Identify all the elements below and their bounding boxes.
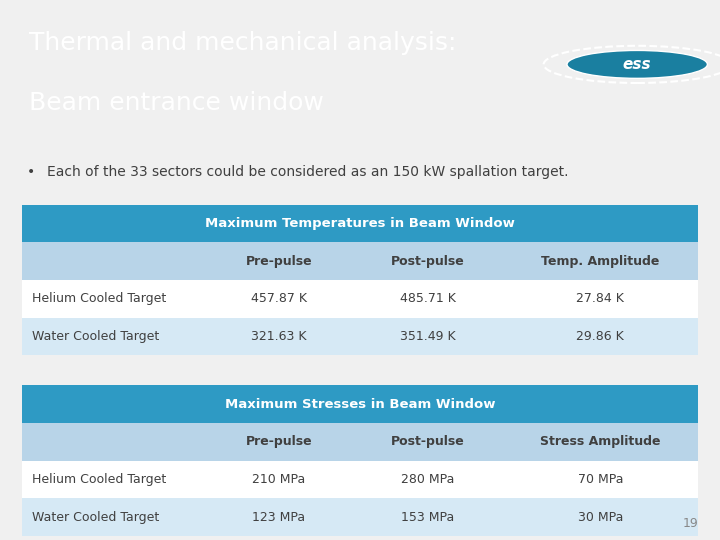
Text: 29.86 K: 29.86 K [577, 330, 624, 343]
Text: 19: 19 [683, 517, 698, 530]
Text: 321.63 K: 321.63 K [251, 330, 307, 343]
Text: Maximum Temperatures in Beam Window: Maximum Temperatures in Beam Window [205, 217, 515, 230]
Text: 27.84 K: 27.84 K [576, 292, 624, 306]
Text: 210 MPa: 210 MPa [252, 473, 305, 486]
Text: Pre-pulse: Pre-pulse [246, 255, 312, 268]
Bar [22, 242, 698, 280]
Text: Pre-pulse: Pre-pulse [246, 435, 312, 448]
Text: ess: ess [623, 57, 652, 72]
Text: Post-pulse: Post-pulse [391, 255, 464, 268]
Bar [22, 385, 698, 423]
Bar [22, 280, 698, 318]
Text: Each of the 33 sectors could be considered as an 150 kW spallation target.: Each of the 33 sectors could be consider… [47, 165, 568, 179]
Circle shape [567, 50, 708, 78]
Text: Thermal and mechanical analysis:: Thermal and mechanical analysis: [29, 31, 456, 55]
Text: 351.49 K: 351.49 K [400, 330, 456, 343]
Bar [22, 498, 698, 536]
Text: 123 MPa: 123 MPa [252, 511, 305, 524]
Text: Helium Cooled Target: Helium Cooled Target [32, 292, 166, 306]
Text: Post-pulse: Post-pulse [391, 435, 464, 448]
Bar [22, 423, 698, 461]
Bar [22, 461, 698, 498]
Text: •: • [27, 165, 35, 179]
Text: 70 MPa: 70 MPa [577, 473, 623, 486]
Text: Stress Amplitude: Stress Amplitude [540, 435, 660, 448]
Text: 485.71 K: 485.71 K [400, 292, 456, 306]
Text: Helium Cooled Target: Helium Cooled Target [32, 473, 166, 486]
Text: 153 MPa: 153 MPa [401, 511, 454, 524]
Text: 30 MPa: 30 MPa [577, 511, 623, 524]
Text: Beam entrance window: Beam entrance window [29, 91, 324, 115]
Text: 280 MPa: 280 MPa [401, 473, 454, 486]
Text: Water Cooled Target: Water Cooled Target [32, 330, 160, 343]
Bar [22, 205, 698, 242]
Text: 457.87 K: 457.87 K [251, 292, 307, 306]
Text: Temp. Amplitude: Temp. Amplitude [541, 255, 660, 268]
Bar [22, 318, 698, 355]
Text: Maximum Stresses in Beam Window: Maximum Stresses in Beam Window [225, 397, 495, 410]
Text: Water Cooled Target: Water Cooled Target [32, 511, 160, 524]
